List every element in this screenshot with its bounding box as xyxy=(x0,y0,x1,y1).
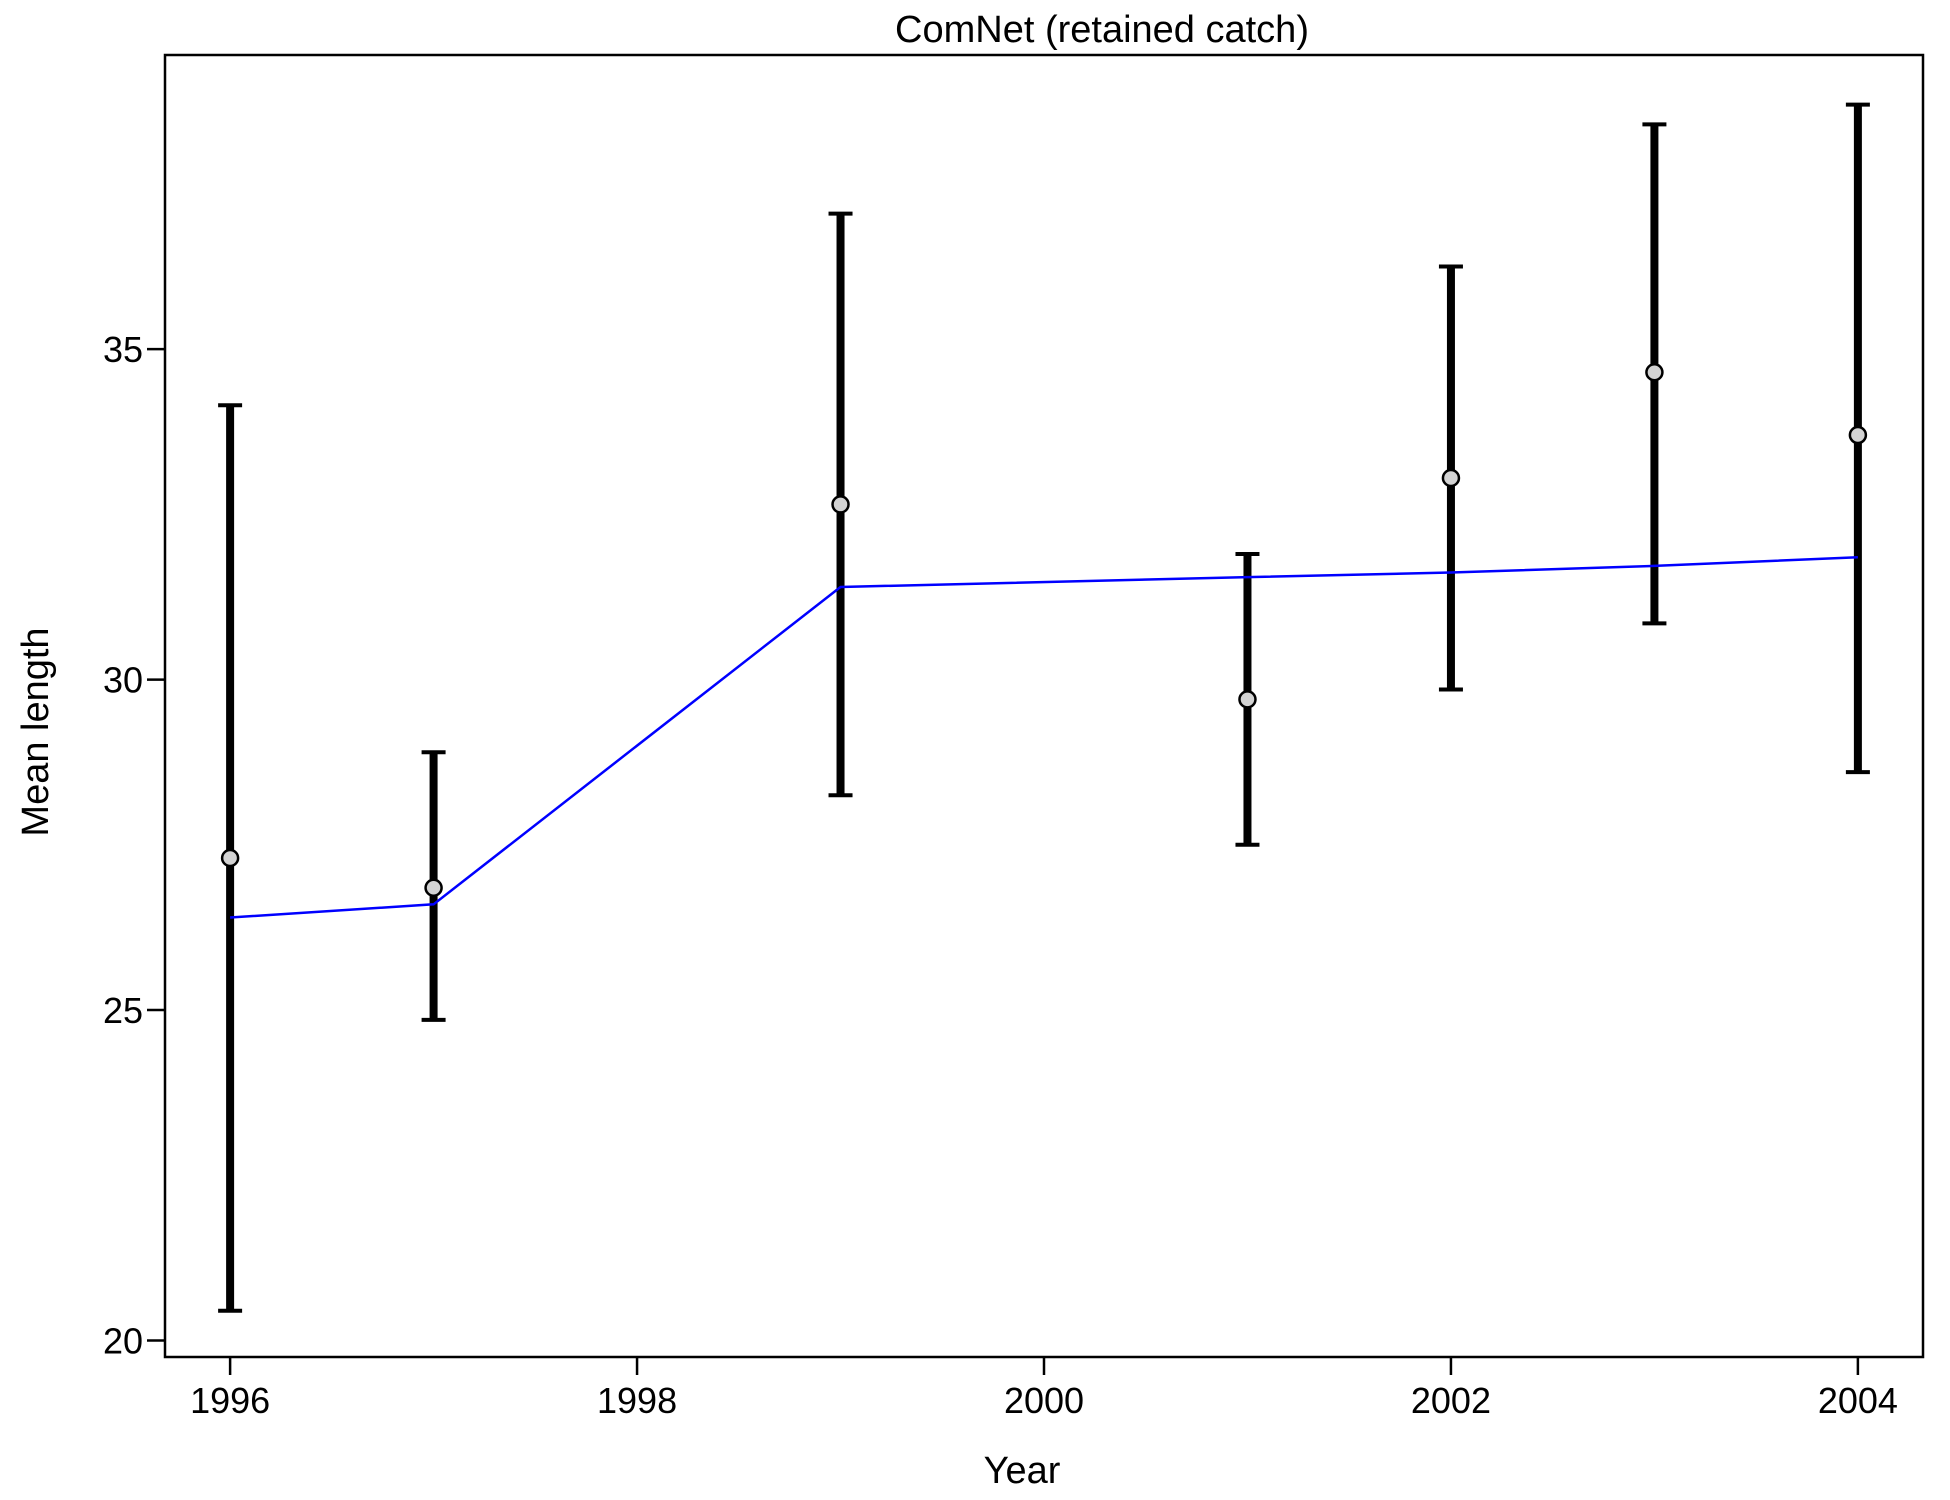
x-tick-label-2000: 2000 xyxy=(1004,1380,1084,1421)
x-tick-label-1996: 1996 xyxy=(190,1380,270,1421)
data-point-1997 xyxy=(424,878,443,898)
x-tick-label-2002: 2002 xyxy=(1411,1380,1491,1421)
data-point-2002 xyxy=(1441,468,1461,488)
chart-title: ComNet (retained catch) xyxy=(895,9,1309,51)
data-point-2001 xyxy=(1238,690,1257,709)
x-tick-label-2004: 2004 xyxy=(1818,1380,1898,1421)
trend-line xyxy=(230,556,1858,919)
error-bars xyxy=(218,102,1870,1313)
y-tick-label-25: 25 xyxy=(103,990,143,1031)
x-axis: 1996 1998 2000 2002 2004 xyxy=(190,1357,1898,1421)
x-tick-label-1998: 1998 xyxy=(597,1380,677,1421)
plot-frame xyxy=(163,53,1925,1359)
x-axis-label: Year xyxy=(984,1450,1061,1492)
y-tick-label-35: 35 xyxy=(103,329,143,370)
data-point-2003 xyxy=(1645,362,1664,382)
y-tick-label-30: 30 xyxy=(103,660,143,701)
y-axis-label: Mean length xyxy=(15,627,57,836)
data-point-1996 xyxy=(220,848,240,868)
trend-line-path xyxy=(230,556,1858,919)
data-points xyxy=(220,362,1868,898)
y-axis: 20 25 30 35 xyxy=(103,329,165,1361)
data-point-2004 xyxy=(1848,425,1868,445)
y-tick-label-20: 20 xyxy=(103,1320,143,1361)
data-point-1999 xyxy=(831,495,850,514)
